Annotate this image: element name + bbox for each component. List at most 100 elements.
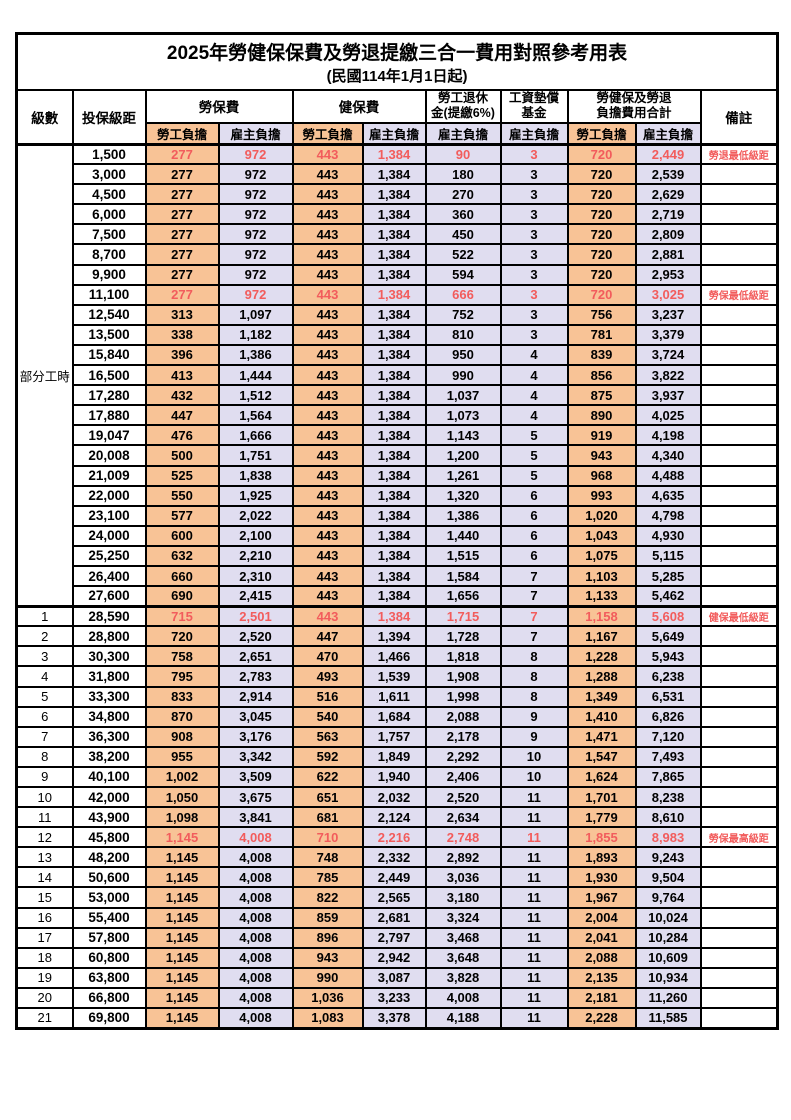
table-row: 8,700 277 972 443 1,384 522 3 720 2,881 [17, 243, 779, 266]
fee-cell: 4,198 [634, 424, 702, 447]
fee-cell: 443 [291, 464, 364, 487]
fee-cell: 720 [566, 142, 637, 166]
fee-cell: 11 [499, 906, 569, 929]
fee-cell: 785 [291, 866, 364, 889]
fee-cell: 7,865 [634, 765, 702, 789]
level-cell: 部分工時 [15, 142, 74, 608]
remark-cell [699, 886, 779, 909]
col-header-pension: 勞工退休 金(提繳6%) [424, 88, 502, 124]
fee-cell: 277 [144, 183, 220, 206]
fee-cell: 5,649 [634, 625, 702, 648]
fee-cell: 1,167 [566, 625, 637, 648]
fee-cell: 1,656 [424, 585, 502, 608]
remark-cell [699, 504, 779, 527]
fee-cell: 1,145 [144, 866, 220, 889]
table-row: 15,840 396 1,386 443 1,384 950 4 839 3,724 [17, 343, 779, 367]
fee-cell: 10 [499, 765, 569, 789]
table-row: 1 28,590 715 2,501 443 1,384 1,715 7 1,158 5,608 健… [15, 604, 779, 628]
fee-cell: 2,892 [424, 846, 502, 869]
fee-cell: 3,233 [361, 986, 427, 1010]
bracket-cell: 28,800 [71, 625, 147, 648]
wage-fund-line2: 基金 [521, 106, 547, 120]
fee-cell: 4,188 [424, 1007, 502, 1030]
fee-cell: 1,701 [566, 785, 637, 809]
subheader-pension-employer: 雇主負擔 [424, 121, 502, 145]
level-cell: 5 [15, 685, 74, 708]
fee-cell: 2,415 [217, 585, 294, 608]
fee-cell: 681 [291, 806, 364, 829]
fee-cell: 4,930 [634, 524, 702, 547]
col-header-remark: 備註 [699, 88, 779, 145]
fee-cell: 1,384 [361, 604, 427, 628]
bracket-cell: 30,300 [71, 645, 147, 668]
fee-cell: 1,200 [424, 444, 502, 467]
fee-cell: 1,349 [566, 685, 637, 708]
fee-cell: 1,143 [424, 424, 502, 447]
fee-cell: 1,145 [144, 966, 220, 989]
table-row: 12 45,800 1,145 4,008 710 2,216 2,748 11 1,855 8,… [15, 826, 779, 849]
fee-cell: 4,008 [217, 986, 294, 1010]
fee-cell: 1,384 [361, 163, 427, 186]
bracket-cell: 69,800 [71, 1007, 147, 1030]
fee-cell: 277 [144, 223, 220, 246]
subheader-total-employer: 雇主負擔 [634, 121, 702, 145]
fee-cell: 972 [217, 243, 294, 266]
fee-cell: 8 [499, 665, 569, 688]
fee-cell: 11 [499, 826, 569, 849]
fee-cell: 500 [144, 444, 220, 467]
fee-cell: 660 [144, 564, 220, 588]
bracket-cell: 17,280 [71, 384, 147, 407]
level-cell: 18 [15, 946, 74, 969]
fee-cell: 2,292 [424, 745, 502, 768]
fee-cell: 710 [291, 826, 364, 849]
fee-cell: 3 [499, 283, 569, 306]
fee-cell: 2,809 [634, 223, 702, 246]
fee-cell: 1,133 [566, 585, 637, 608]
fee-cell: 1,410 [566, 705, 637, 728]
fee-cell: 3 [499, 183, 569, 206]
fee-cell: 9,504 [634, 866, 702, 889]
table-row: 7 36,300 908 3,176 563 1,757 2,178 9 1,471 7,120 [15, 725, 779, 748]
level-cell: 6 [15, 705, 74, 728]
fee-cell: 338 [144, 323, 220, 346]
fee-cell: 1,145 [144, 846, 220, 869]
table-row: 4 31,800 795 2,783 493 1,539 1,908 8 1,288 6,238 [15, 665, 779, 688]
table-row: 27,600 690 2,415 443 1,384 1,656 7 1,133 5,462 [17, 585, 779, 608]
table-row: 18 60,800 1,145 4,008 943 2,942 3,648 11 2,088 10… [15, 946, 779, 969]
remark-cell [699, 806, 779, 829]
fee-cell: 690 [144, 585, 220, 608]
fee-cell: 11 [499, 1007, 569, 1030]
fee-cell: 2,041 [566, 926, 637, 949]
bracket-cell: 53,000 [71, 886, 147, 909]
fee-cell: 752 [424, 303, 502, 326]
bracket-cell: 9,900 [71, 263, 147, 286]
fee-cell: 277 [144, 283, 220, 306]
fee-cell: 4,008 [217, 866, 294, 889]
fee-cell: 2,520 [217, 625, 294, 648]
fee-cell: 443 [291, 564, 364, 588]
remark-cell [699, 645, 779, 668]
remark-cell [699, 585, 779, 608]
fee-cell: 943 [291, 946, 364, 969]
fee-cell: 1,394 [361, 625, 427, 648]
fee-cell: 11 [499, 866, 569, 889]
fee-cell: 2,332 [361, 846, 427, 869]
fee-cell: 3,180 [424, 886, 502, 909]
table-row: 17,880 447 1,564 443 1,384 1,073 4 890 4,025 [17, 404, 779, 427]
fee-cell: 632 [144, 544, 220, 567]
fee-cell: 1,384 [361, 303, 427, 326]
fee-cell: 1,002 [144, 765, 220, 789]
table-row: 13,500 338 1,182 443 1,384 810 3 781 3,379 [17, 323, 779, 346]
remark-cell [699, 906, 779, 929]
fee-cell: 8 [499, 685, 569, 708]
remark-cell [699, 524, 779, 547]
fee-cell: 968 [566, 464, 637, 487]
fee-cell: 4,008 [217, 926, 294, 949]
fee-cell: 4,008 [217, 846, 294, 869]
table-row: 26,400 660 2,310 443 1,384 1,584 7 1,103 5,285 [17, 564, 779, 588]
fee-cell: 756 [566, 303, 637, 326]
fee-cell: 5 [499, 444, 569, 467]
fee-cell: 443 [291, 484, 364, 507]
table-row: 2 28,800 720 2,520 447 1,394 1,728 7 1,167 5,649 [15, 625, 779, 648]
fee-cell: 313 [144, 303, 220, 326]
